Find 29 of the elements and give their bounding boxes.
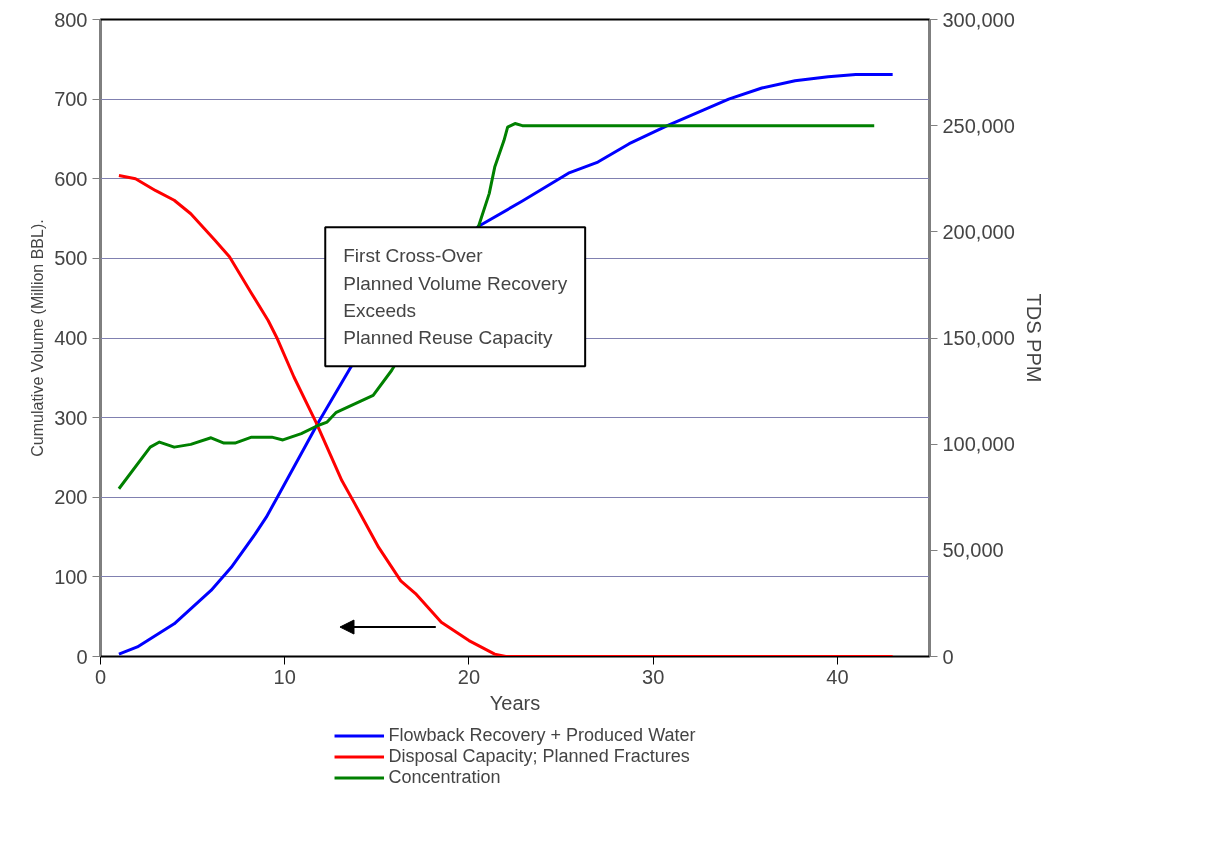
legend-label: Concentration: [388, 766, 501, 788]
y2-tick-label: 200,000: [942, 220, 1015, 243]
x-tick-label: 0: [94, 665, 107, 688]
y-tick-label: 700: [54, 88, 88, 111]
y-tick-label: 300: [54, 406, 88, 429]
x-axis-title: Years: [489, 691, 541, 714]
annotation: First Cross-Over Planned Volume Recovery Exceeds Planned Reuse Capacity: [343, 245, 568, 349]
legend-label: Disposal Capacity; Planned Fractures: [388, 745, 690, 767]
y-tick-label: 800: [54, 8, 88, 31]
x-tick-label: 20: [457, 665, 481, 688]
y2-tick-label: 100,000: [942, 433, 1015, 456]
x-tick-label: 40: [826, 665, 849, 688]
y2-tick-label: 250,000: [942, 114, 1015, 137]
y2-tick-label: 300,000: [942, 8, 1015, 31]
y-tick-label: 200: [54, 486, 88, 509]
y2-tick-label: 150,000: [942, 327, 1015, 349]
y-tick-label: 400: [54, 327, 88, 349]
y2-tick-label: 0: [942, 645, 954, 668]
line-series: [117, 174, 895, 657]
y2-tick-label: 50,000: [942, 539, 1004, 562]
y-tick-label: 500: [54, 247, 88, 270]
x-tick-label: 30: [642, 665, 665, 688]
y-axis-title: Cumulative Volume (Million BBL).: [29, 219, 47, 457]
y2-axis-title: TDS PPM: [1022, 293, 1045, 383]
y-tick-label: 0: [76, 645, 88, 668]
x-tick-label: 10: [273, 665, 296, 688]
legend-label: Flowback Recovery + Produced Water: [388, 724, 696, 746]
y-tick-label: 100: [54, 565, 88, 588]
y-tick-label: 600: [54, 167, 88, 190]
